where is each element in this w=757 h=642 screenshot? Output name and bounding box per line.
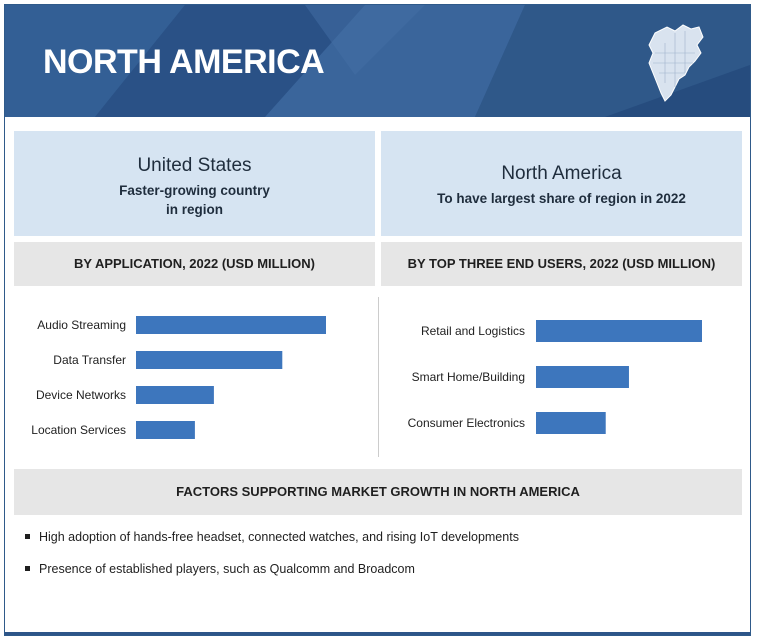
header-facet-pattern <box>5 5 750 117</box>
bar <box>136 421 195 439</box>
factor-item: High adoption of hands-free headset, con… <box>25 527 725 559</box>
application-bar-chart: Audio Streaming Data Transfer Device Netwo… <box>31 316 326 439</box>
factor-text: Presence of established players, such as… <box>39 562 415 576</box>
bottom-border <box>5 632 750 635</box>
header-divider <box>5 117 750 123</box>
callout-north-america: North America To have largest share of r… <box>381 131 742 236</box>
bullet-square-icon <box>25 534 30 539</box>
factor-item: Presence of established players, such as… <box>25 559 725 591</box>
factor-text: High adoption of hands-free headset, con… <box>39 530 519 544</box>
callout-us-title: United States <box>137 155 252 176</box>
bar-category-label: Audio Streaming <box>37 318 126 332</box>
bar <box>536 412 606 434</box>
bar <box>136 316 326 334</box>
bar <box>136 351 283 369</box>
bar-category-label: Device Networks <box>36 388 126 402</box>
region-title: NORTH AMERICA <box>43 43 325 81</box>
callout-us-line1: Faster-growing country <box>119 183 270 198</box>
bar <box>136 386 214 404</box>
callout-united-states: United States Faster-growing country in … <box>14 131 375 236</box>
callout-us-line2: in region <box>166 202 223 217</box>
infographic-frame: NORTH AMERICA United States Faster-growi… <box>4 4 751 636</box>
north-america-map-icon <box>648 24 704 102</box>
bar-category-label: Consumer Electronics <box>408 416 525 430</box>
bullet-square-icon <box>25 566 30 571</box>
bar-category-label: Data Transfer <box>53 353 126 367</box>
end-users-chart-heading: BY TOP THREE END USERS, 2022 (USD MILLIO… <box>381 242 742 286</box>
bar-category-label: Retail and Logistics <box>421 324 525 338</box>
bar-category-label: Smart Home/Building <box>412 370 525 384</box>
bar <box>536 320 702 342</box>
bar-category-label: Location Services <box>31 423 126 437</box>
bar <box>536 366 629 388</box>
callout-na-line1: To have largest share of region in 2022 <box>437 191 686 206</box>
chart-separator <box>378 297 379 457</box>
application-chart-heading: BY APPLICATION, 2022 (USD MILLION) <box>14 242 375 286</box>
factors-heading: FACTORS SUPPORTING MARKET GROWTH IN NORT… <box>14 469 742 515</box>
callout-na-title: North America <box>501 163 622 184</box>
header-banner: NORTH AMERICA <box>5 5 750 117</box>
end-users-bar-chart: Retail and Logistics Smart Home/Building C… <box>408 320 702 434</box>
factors-list: High adoption of hands-free headset, con… <box>25 527 725 591</box>
